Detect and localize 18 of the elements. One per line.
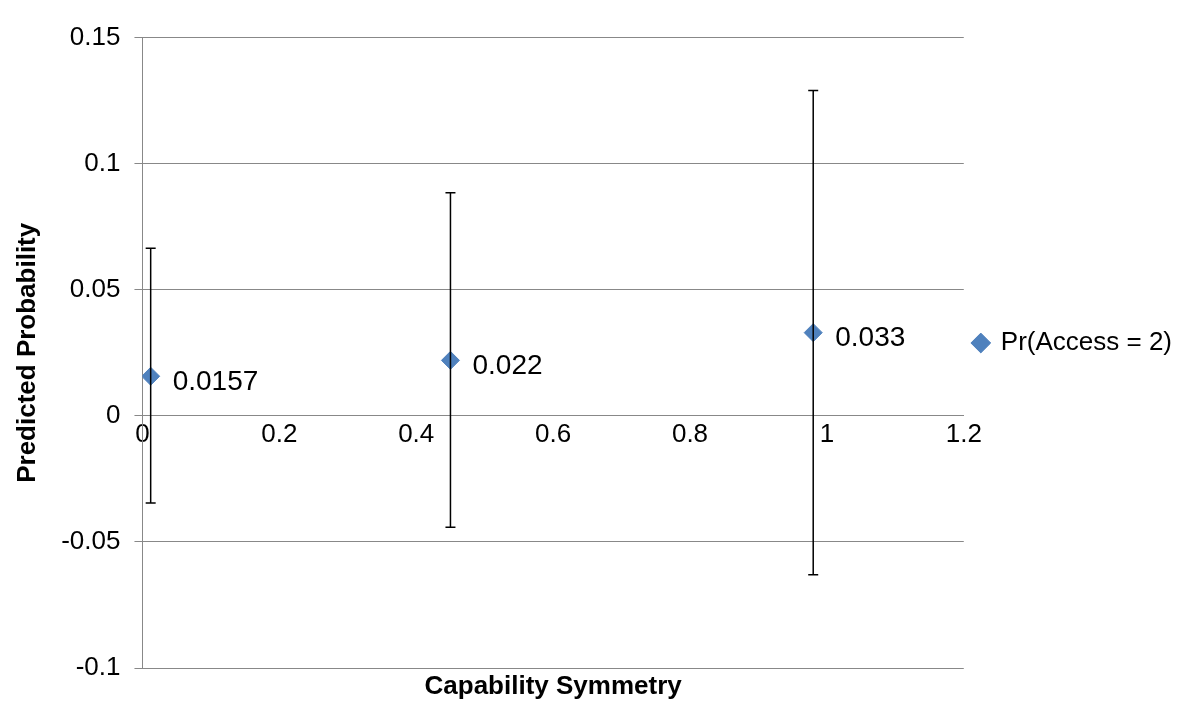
x-axis-title: Capability Symmetry [424,670,683,701]
x-tick-label: 0 [135,417,150,448]
y-tick-label: 0.15 [69,20,121,51]
data-label: 0.033 [835,321,906,353]
y-tick-label: 0.1 [84,146,121,177]
data-label: 0.0157 [172,364,259,396]
y-axis-title: Predicted Probability [10,222,41,483]
x-tick-label: 0.4 [398,417,435,448]
x-tick-label: 1.2 [945,417,982,448]
x-tick-label: 0.8 [671,417,709,448]
y-tick-label: -0.1 [75,651,121,682]
x-tick-label: 0.6 [535,417,572,448]
legend-label: Pr(Access = 2) [1000,326,1173,357]
x-tick-label: 1 [819,417,835,448]
x-tick-label: 0.2 [261,417,298,448]
data-label: 0.022 [472,349,543,381]
y-tick-label: -0.05 [61,525,121,556]
y-tick-label: 0.05 [69,272,121,303]
